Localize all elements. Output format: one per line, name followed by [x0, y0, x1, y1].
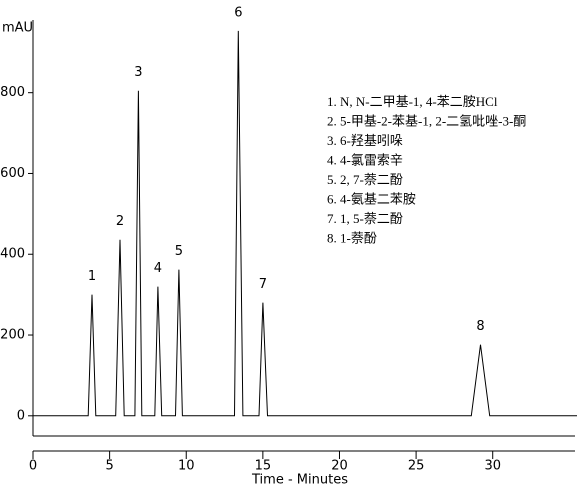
x-tick-label: 20	[331, 459, 348, 474]
x-axis-label: Time - Minutes	[251, 473, 348, 488]
peak-label: 3	[134, 65, 142, 80]
legend-entry: 8. 1-萘酚	[327, 230, 377, 245]
x-tick-label: 30	[484, 459, 501, 474]
y-tick-label: 200	[0, 328, 25, 343]
x-tick-label: 25	[408, 459, 425, 474]
x-tick-label: 5	[105, 459, 113, 474]
trace	[33, 30, 577, 417]
legend-entry: 3. 6-羟基吲哚	[327, 133, 403, 148]
y-axis-label: mAU	[2, 21, 33, 36]
legend-entry: 6. 4-氨基二苯胺	[327, 191, 416, 206]
peak-label: 7	[259, 277, 267, 292]
legend-entry: 7. 1, 5-萘二酚	[327, 211, 403, 226]
legend-entry: 2. 5-甲基-2-苯基-1, 2-二氢吡唑-3-酮	[327, 113, 526, 128]
y-tick-label: 400	[0, 247, 25, 262]
legend-entry: 1. N, N-二甲基-1, 4-苯二胺HCl	[327, 94, 498, 109]
x-tick-label: 0	[29, 459, 37, 474]
peak-label: 5	[175, 244, 183, 259]
y-tick-label: 0	[17, 408, 25, 423]
peak-label: 2	[116, 214, 124, 229]
peak-label: 1	[88, 269, 96, 284]
legend-entry: 4. 4-氯雷索辛	[327, 152, 403, 167]
legend-entry: 5. 2, 7-萘二酚	[327, 172, 403, 187]
y-tick-label: 800	[0, 85, 25, 100]
x-tick-label: 15	[255, 459, 272, 474]
x-tick-label: 10	[178, 459, 195, 474]
peak-label: 8	[476, 319, 484, 334]
peak-label: 4	[154, 261, 162, 276]
y-tick-label: 600	[0, 166, 25, 181]
peak-label: 6	[234, 5, 242, 20]
